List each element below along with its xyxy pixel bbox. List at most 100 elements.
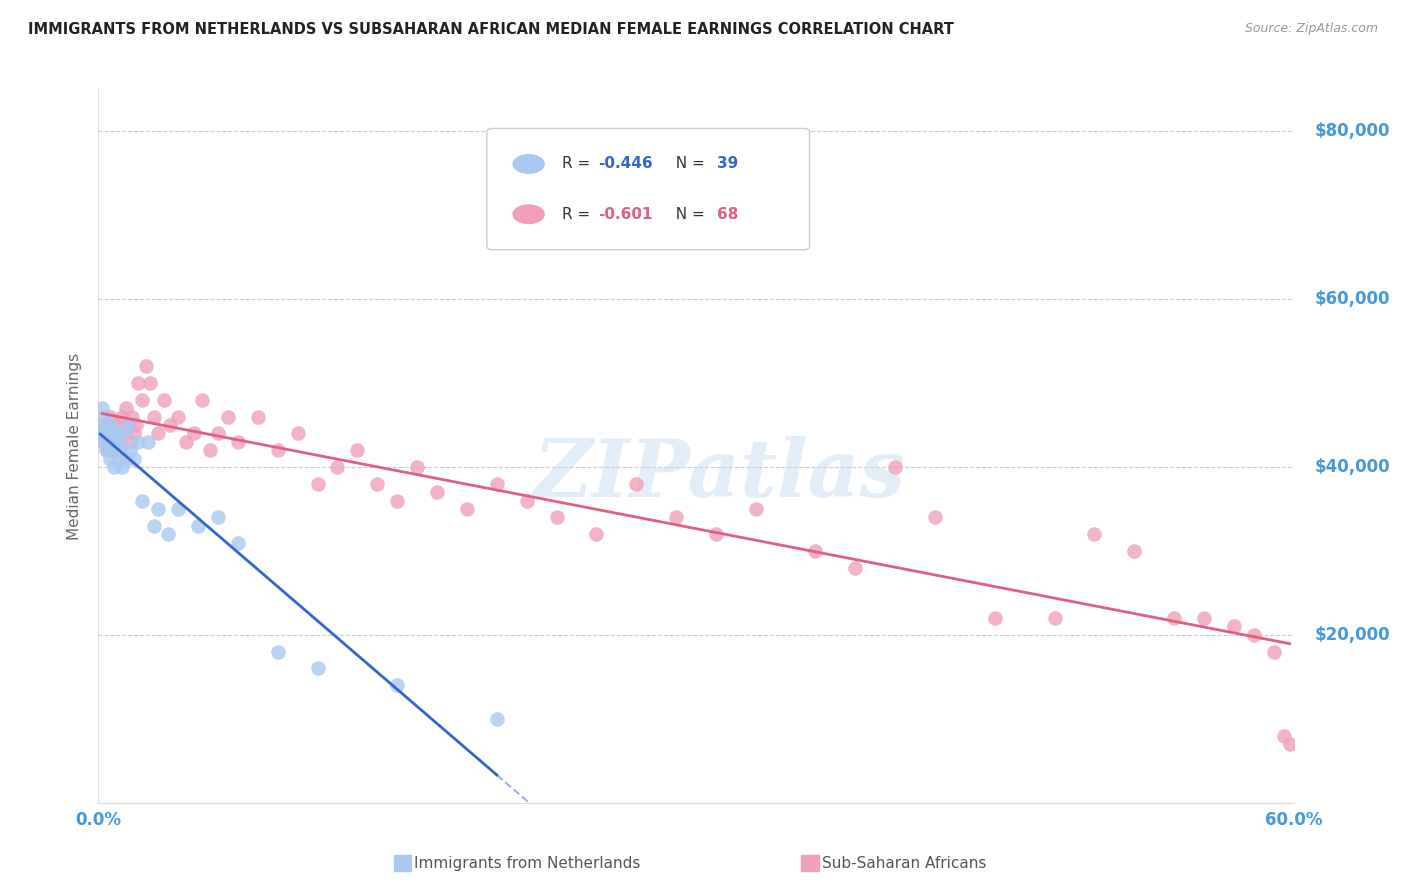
Point [139,376,162,390]
Text: $40,000: $40,000 [1315,458,1391,476]
Point [103,460,125,475]
Point [665,510,688,524]
Text: 68: 68 [717,207,740,222]
Point [1278,737,1301,751]
Point [198,443,221,458]
Point [983,611,1005,625]
Point [93,409,115,424]
Point [103,434,125,449]
Text: $60,000: $60,000 [1315,290,1391,308]
Y-axis label: Median Female Earnings: Median Female Earnings [67,352,83,540]
Point [96,417,118,432]
Point [97,443,120,458]
Point [884,460,907,475]
Point [385,493,409,508]
Point [207,426,229,441]
Point [346,443,368,458]
Point [159,417,181,432]
Point [485,712,508,726]
Point [125,417,148,432]
Point [148,502,170,516]
Point [191,392,214,407]
FancyBboxPatch shape [486,128,810,250]
Point [406,460,429,475]
Circle shape [513,154,544,173]
Point [287,426,309,441]
Point [167,409,190,424]
Point [89,417,111,432]
Point [385,678,409,692]
Point [120,434,142,449]
Point [704,527,727,541]
Point [143,409,166,424]
Text: $20,000: $20,000 [1315,626,1391,644]
Point [93,434,115,449]
Point [97,426,120,441]
Point [127,376,149,390]
Point [110,434,132,449]
Point [93,434,115,449]
Point [745,502,768,516]
Point [1163,611,1185,625]
Point [101,426,124,441]
Point [1123,544,1146,558]
Point [217,409,239,424]
Point [101,426,124,441]
Point [1083,527,1105,541]
Point [127,434,149,449]
Text: $80,000: $80,000 [1315,122,1391,140]
Point [91,426,114,441]
Text: R =: R = [562,207,595,222]
Point [124,426,146,441]
Text: -0.601: -0.601 [598,207,652,222]
Point [105,417,128,432]
Point [111,409,134,424]
Point [110,443,132,458]
Point [174,434,197,449]
Point [97,434,120,449]
Point [226,434,249,449]
Point [115,451,138,466]
Point [516,493,538,508]
Point [366,476,388,491]
Point [207,510,229,524]
Point [91,401,114,416]
Text: IMMIGRANTS FROM NETHERLANDS VS SUBSAHARAN AFRICAN MEDIAN FEMALE EARNINGS CORRELA: IMMIGRANTS FROM NETHERLANDS VS SUBSAHARA… [28,22,955,37]
Point [153,392,176,407]
Point [112,426,135,441]
Point [117,417,139,432]
Text: Sub-Saharan Africans: Sub-Saharan Africans [821,856,986,871]
Point [157,527,180,541]
Text: ZIPatlas: ZIPatlas [534,436,905,513]
Point [546,510,568,524]
Point [91,426,114,441]
Text: -0.446: -0.446 [598,156,652,171]
Point [307,476,329,491]
Text: Source: ZipAtlas.com: Source: ZipAtlas.com [1244,22,1378,36]
Point [804,544,827,558]
Point [624,476,647,491]
Text: N =: N = [666,156,710,171]
Point [183,426,205,441]
Text: Immigrants from Netherlands: Immigrants from Netherlands [413,856,640,871]
Point [136,434,159,449]
Point [117,417,139,432]
Point [924,510,946,524]
Point [131,392,153,407]
Point [1243,628,1265,642]
Point [96,417,118,432]
Point [98,451,122,466]
Point [456,502,478,516]
Circle shape [513,205,544,224]
Point [98,417,122,432]
Point [307,661,329,675]
Point [111,460,134,475]
Point [120,443,142,458]
Point [148,426,170,441]
Point [135,359,157,374]
Point [112,426,135,441]
Text: N =: N = [666,207,710,222]
Point [105,426,128,441]
Point [585,527,607,541]
Point [107,426,129,441]
